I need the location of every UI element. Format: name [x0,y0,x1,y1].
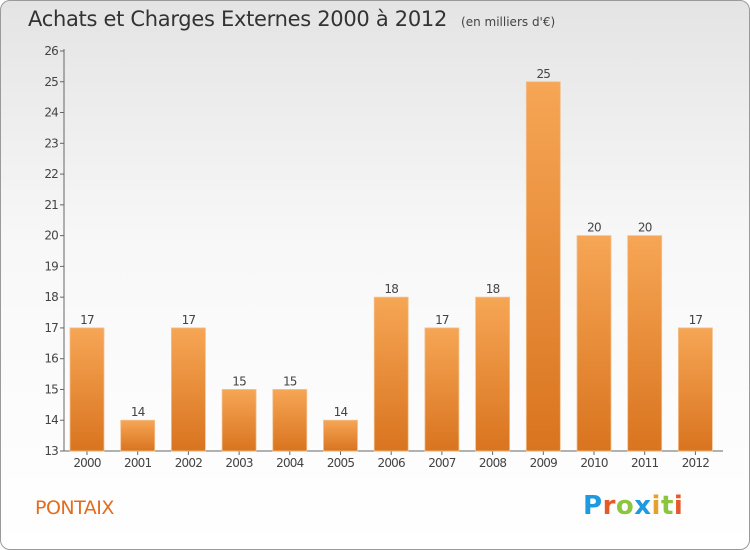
bar [170,327,206,452]
y-tick-label: 23 [44,136,58,150]
bar [475,296,511,452]
logo-letter: t [660,491,674,521]
data-label: 14 [334,405,348,419]
logo-letter: P [583,491,603,521]
data-label: 25 [536,67,550,81]
x-tick-label: 2011 [631,456,659,470]
bar [678,327,713,452]
y-tick-label: 19 [44,259,58,273]
title-block: Achats et Charges Externes 2000 à 2012 (e… [28,7,555,31]
y-tick-label: 22 [44,167,58,181]
logo-letter: o [615,491,635,521]
y-tick-label: 21 [44,198,58,212]
data-label: 17 [689,313,703,327]
data-label: 15 [283,374,297,388]
bar [525,81,561,452]
logo-letter: i [651,491,661,521]
x-tick-label: 2012 [682,456,710,470]
proxiti-logo[interactable]: Proxiti [583,491,683,521]
bar [69,327,105,452]
x-tick-label: 2009 [530,456,558,470]
x-tick-label: 2004 [276,456,304,470]
data-label: 20 [638,221,652,235]
y-tick-label: 13 [44,444,58,458]
x-tick-label: 2008 [479,456,507,470]
y-tick-label: 16 [44,352,58,366]
data-label: 17 [182,313,196,327]
data-label: 17 [80,313,94,327]
y-tick-label: 20 [44,229,58,243]
bar [120,419,156,452]
axes: 13 14 15 16 17 18 19 20 21 22 23 24 25 26 2000 2001 2002… [44,44,723,470]
data-label: 14 [131,405,145,419]
bar [272,389,308,452]
y-tick-label: 26 [44,44,58,58]
x-tick-label: 2005 [327,456,355,470]
bar [221,389,257,452]
bar [323,419,358,452]
chart-title: Achats et Charges Externes 2000 à 2012 [28,7,448,31]
y-tick-label: 15 [44,382,58,396]
y-tick-label: 18 [44,290,58,304]
data-label: 20 [587,221,601,235]
y-tick-label: 24 [44,106,58,120]
x-tick-label: 2003 [225,456,253,470]
logo-letter: i [673,491,684,521]
data-label: 18 [486,282,500,296]
x-tick-label: 2002 [175,456,203,470]
x-tick-label: 2006 [378,456,406,470]
y-tick-label: 17 [44,321,58,335]
bar [627,235,663,452]
commune-name: PONTAIX [35,497,114,519]
x-tick-label: 2000 [73,456,101,470]
bars [69,81,713,452]
data-label: 15 [232,374,246,388]
y-tick-label: 14 [44,413,58,427]
x-tick-label: 2001 [124,456,152,470]
x-tick-label: 2007 [428,456,456,470]
data-labels: 17 14 17 15 15 14 18 17 18 25 20 20 17 [80,67,703,419]
bar [576,235,612,452]
y-tick-label: 25 [44,75,58,89]
logo-letter: r [602,491,616,521]
chart-subtitle: (en milliers d'€) [461,15,556,29]
data-label: 18 [384,282,398,296]
x-tick-label: 2010 [580,456,608,470]
bar [373,296,409,452]
data-label: 17 [435,313,449,327]
bar [424,327,460,452]
logo-letter: x [634,491,652,521]
